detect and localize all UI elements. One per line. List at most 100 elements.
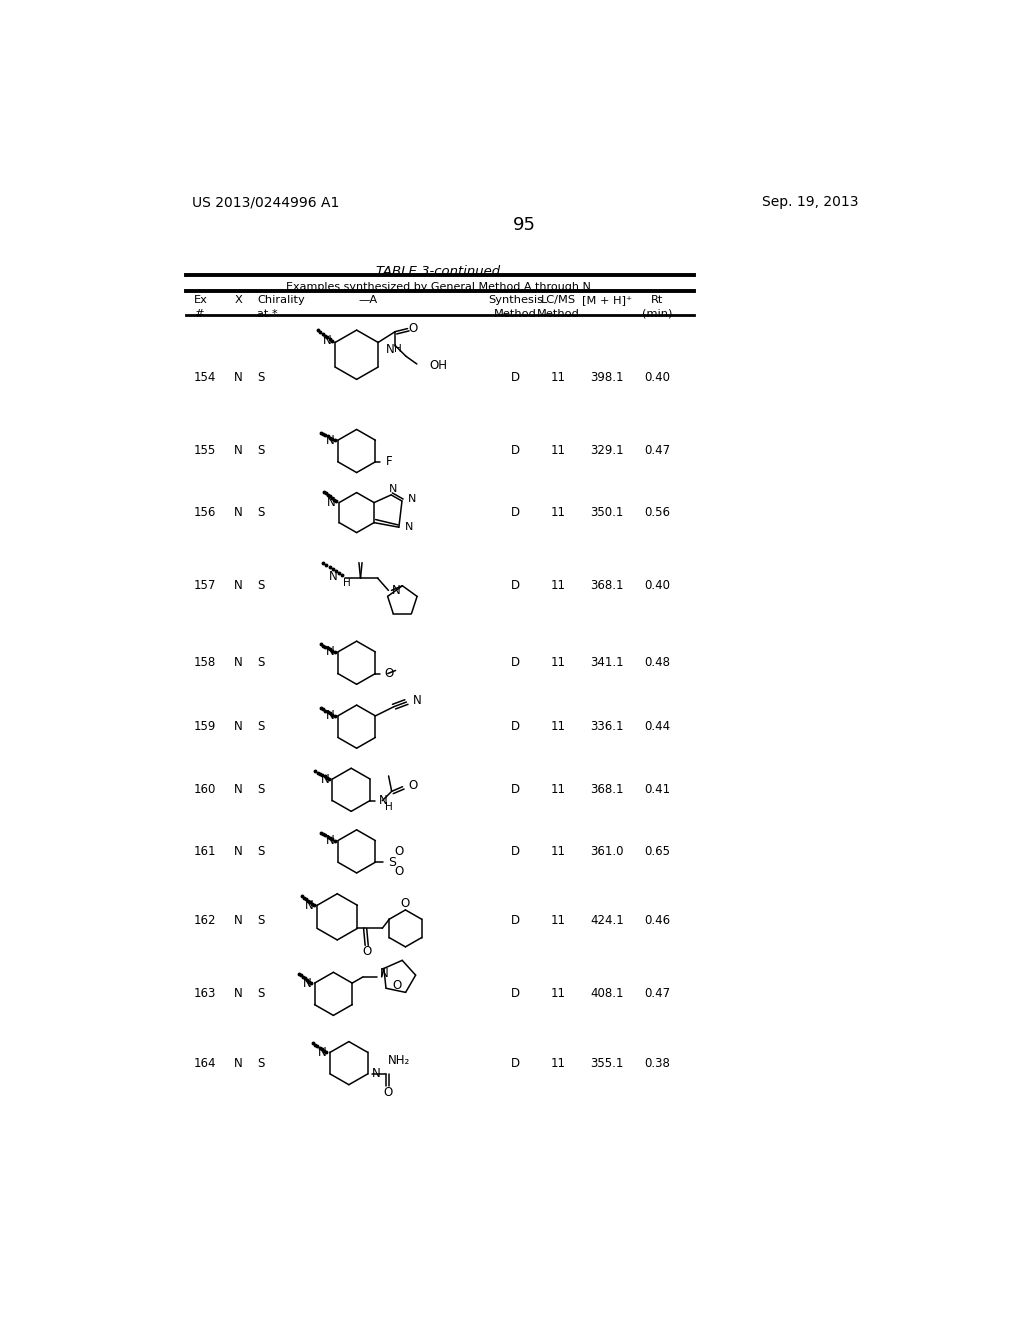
Text: D: D xyxy=(511,987,520,1001)
Text: Chirality
at *: Chirality at * xyxy=(257,296,305,318)
Text: N: N xyxy=(326,834,335,847)
Text: O: O xyxy=(362,945,372,958)
Text: 157: 157 xyxy=(194,579,216,593)
Text: 162: 162 xyxy=(194,915,216,927)
Text: H: H xyxy=(343,578,351,587)
Text: O: O xyxy=(394,845,403,858)
Text: S: S xyxy=(257,1056,265,1069)
Text: 11: 11 xyxy=(551,445,565,458)
Text: 0.44: 0.44 xyxy=(644,721,671,733)
Text: O: O xyxy=(409,779,418,792)
Text: 11: 11 xyxy=(551,845,565,858)
Text: N: N xyxy=(303,977,311,990)
Text: 11: 11 xyxy=(551,783,565,796)
Text: N: N xyxy=(326,709,335,722)
Text: S: S xyxy=(257,371,265,384)
Text: D: D xyxy=(511,506,520,519)
Text: N: N xyxy=(234,783,243,796)
Text: N: N xyxy=(234,656,243,669)
Text: N: N xyxy=(389,484,397,495)
Text: D: D xyxy=(511,721,520,733)
Text: S: S xyxy=(257,915,265,927)
Text: N: N xyxy=(234,721,243,733)
Text: N: N xyxy=(234,915,243,927)
Text: 11: 11 xyxy=(551,656,565,669)
Text: 361.0: 361.0 xyxy=(590,845,624,858)
Text: 0.48: 0.48 xyxy=(644,656,671,669)
Text: S: S xyxy=(257,987,265,1001)
Text: 408.1: 408.1 xyxy=(590,987,624,1001)
Text: D: D xyxy=(511,845,520,858)
Text: D: D xyxy=(511,579,520,593)
Text: 0.46: 0.46 xyxy=(644,915,671,927)
Text: LC/MS
Method: LC/MS Method xyxy=(537,296,580,318)
Text: N: N xyxy=(372,1068,380,1081)
Text: 368.1: 368.1 xyxy=(590,579,624,593)
Text: 11: 11 xyxy=(551,506,565,519)
Text: 154: 154 xyxy=(194,371,216,384)
Text: N: N xyxy=(305,899,314,912)
Text: 163: 163 xyxy=(194,987,216,1001)
Text: 0.38: 0.38 xyxy=(644,1056,671,1069)
Text: D: D xyxy=(511,371,520,384)
Text: 11: 11 xyxy=(551,987,565,1001)
Text: OH: OH xyxy=(429,359,447,372)
Text: Ex
#: Ex # xyxy=(194,296,208,318)
Text: N: N xyxy=(406,523,414,532)
Text: O: O xyxy=(385,667,394,680)
Text: H: H xyxy=(394,345,402,354)
Text: 341.1: 341.1 xyxy=(590,656,624,669)
Text: Sep. 19, 2013: Sep. 19, 2013 xyxy=(762,195,858,210)
Text: 398.1: 398.1 xyxy=(590,371,624,384)
Text: N: N xyxy=(321,772,330,785)
Text: X: X xyxy=(234,296,242,305)
Text: 164: 164 xyxy=(194,1056,216,1069)
Text: 156: 156 xyxy=(194,506,216,519)
Text: D: D xyxy=(511,445,520,458)
Text: Rt
(min): Rt (min) xyxy=(642,296,673,318)
Text: Examples synthesized by General Method A through N: Examples synthesized by General Method A… xyxy=(286,281,591,292)
Text: O: O xyxy=(383,1086,392,1100)
Text: N: N xyxy=(386,343,395,356)
Text: 11: 11 xyxy=(551,371,565,384)
Text: S: S xyxy=(388,855,396,869)
Text: 0.41: 0.41 xyxy=(644,783,671,796)
Text: N: N xyxy=(413,694,421,708)
Text: S: S xyxy=(257,445,265,458)
Text: NH₂: NH₂ xyxy=(388,1053,410,1067)
Text: D: D xyxy=(511,915,520,927)
Text: 11: 11 xyxy=(551,721,565,733)
Text: 161: 161 xyxy=(194,845,216,858)
Text: F: F xyxy=(386,455,393,469)
Text: N: N xyxy=(234,371,243,384)
Text: N: N xyxy=(234,987,243,1001)
Text: US 2013/0244996 A1: US 2013/0244996 A1 xyxy=(191,195,339,210)
Text: N: N xyxy=(329,570,337,583)
Text: 0.65: 0.65 xyxy=(644,845,671,858)
Text: N: N xyxy=(323,334,332,347)
Text: 368.1: 368.1 xyxy=(590,783,624,796)
Text: H: H xyxy=(385,801,393,812)
Text: —A: —A xyxy=(358,296,378,305)
Text: N: N xyxy=(317,1045,327,1059)
Text: 0.40: 0.40 xyxy=(644,371,671,384)
Text: 11: 11 xyxy=(551,579,565,593)
Text: 159: 159 xyxy=(194,721,216,733)
Text: N: N xyxy=(391,583,400,597)
Text: O: O xyxy=(409,322,418,335)
Text: 95: 95 xyxy=(513,216,537,234)
Text: S: S xyxy=(257,783,265,796)
Text: N: N xyxy=(234,579,243,593)
Text: N: N xyxy=(234,845,243,858)
Text: 0.47: 0.47 xyxy=(644,987,671,1001)
Text: S: S xyxy=(257,721,265,733)
Text: 158: 158 xyxy=(194,656,216,669)
Text: 11: 11 xyxy=(551,1056,565,1069)
Text: S: S xyxy=(257,845,265,858)
Text: 355.1: 355.1 xyxy=(590,1056,624,1069)
Text: D: D xyxy=(511,656,520,669)
Text: 11: 11 xyxy=(551,915,565,927)
Text: N: N xyxy=(234,1056,243,1069)
Text: 160: 160 xyxy=(194,783,216,796)
Text: 424.1: 424.1 xyxy=(590,915,624,927)
